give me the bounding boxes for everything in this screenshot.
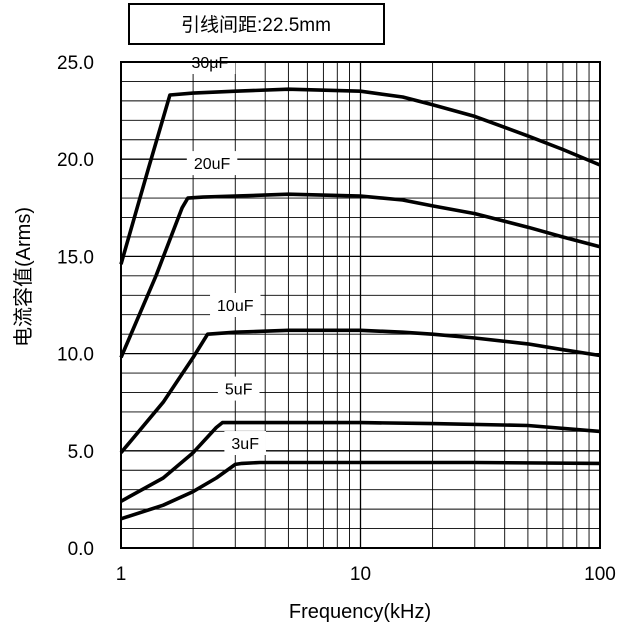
x-tick-label: 1 [116, 564, 127, 585]
y-tick-label: 5.0 [68, 442, 94, 463]
y-tick-label: 10.0 [57, 345, 94, 366]
series-line [119, 328, 601, 454]
series-label-background [210, 293, 261, 317]
series-line [119, 192, 601, 359]
y-axis-title: 电流容值(Arms) [12, 207, 35, 347]
y-tick-label: 0.0 [68, 539, 94, 560]
x-tick-label: 100 [584, 564, 616, 585]
y-tick-label: 15.0 [57, 247, 94, 268]
tick-labels: 1 10 100 0.0 5.0 10.0 15.0 20.0 25.0 [57, 53, 616, 585]
series-label-background [217, 376, 260, 401]
chart-title-box: 引线间距:22.5mm [128, 3, 385, 45]
series-label-background [186, 151, 238, 176]
series-label: 10uF [217, 298, 254, 315]
series-label: 20uF [194, 156, 231, 173]
grid [121, 62, 600, 548]
y-tick-label: 20.0 [57, 150, 94, 171]
y-tick-label: 25.0 [57, 53, 94, 74]
series-line [120, 420, 601, 503]
series-line [120, 460, 601, 521]
series-layer [119, 87, 601, 521]
series-label: 30μF [191, 55, 228, 72]
chart-title: 引线间距:22.5mm [181, 14, 331, 36]
series-label-background [224, 431, 266, 456]
plot-frame [120, 61, 601, 549]
series-label: 5uF [225, 382, 253, 399]
series-label: 3uF [231, 436, 259, 453]
x-tick-label: 10 [350, 564, 371, 585]
series-line [119, 87, 601, 265]
series-labels: 30μF 20uF 10uF 5uF 3uF [184, 50, 266, 456]
x-axis-title: Frequency(kHz) [289, 601, 431, 623]
